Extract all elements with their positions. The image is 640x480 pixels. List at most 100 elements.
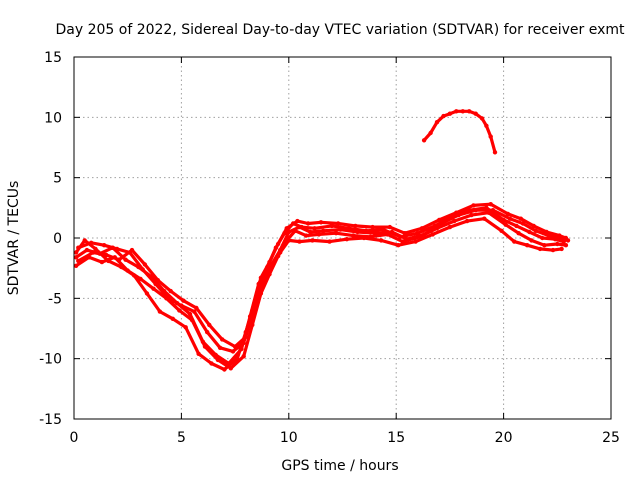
- data-point: [413, 239, 418, 244]
- data-point: [329, 223, 334, 229]
- data-point: [168, 288, 173, 294]
- data-point: [439, 221, 444, 226]
- data-point: [542, 243, 547, 248]
- data-point: [151, 286, 156, 291]
- data-point: [303, 233, 309, 238]
- data-point: [217, 345, 223, 350]
- data-point: [82, 238, 87, 243]
- data-point: [355, 229, 360, 235]
- data-point: [222, 367, 227, 372]
- data-point: [220, 337, 225, 342]
- data-point: [91, 250, 96, 255]
- data-point: [396, 243, 401, 248]
- data-point: [456, 212, 461, 218]
- data-point: [344, 237, 349, 242]
- data-point: [565, 238, 571, 243]
- axis-ticks: 0 5 10 15 20 25 -15 -10 -5 0 5 10 15: [39, 50, 620, 446]
- data-point: [243, 334, 248, 340]
- data-point: [338, 227, 343, 232]
- series-line: [76, 202, 568, 353]
- data-point: [119, 264, 124, 270]
- data-point: [144, 291, 150, 296]
- data-point: [84, 247, 90, 253]
- data-point: [241, 354, 246, 359]
- x-tick-label: 5: [177, 430, 186, 446]
- data-point: [116, 257, 122, 262]
- data-point: [153, 281, 158, 287]
- data-point: [460, 109, 465, 114]
- data-point: [73, 255, 79, 260]
- data-point: [286, 229, 291, 235]
- y-tick-label: 10: [44, 110, 62, 126]
- data-point: [93, 246, 98, 252]
- data-point: [170, 316, 175, 321]
- data-point: [469, 212, 474, 218]
- data-point: [464, 218, 470, 224]
- data-point: [202, 344, 208, 349]
- data-point: [421, 232, 427, 237]
- data-point: [260, 274, 266, 279]
- data-point: [531, 223, 536, 229]
- x-tick-label: 0: [70, 430, 79, 446]
- data-point: [437, 217, 442, 223]
- data-point: [555, 241, 560, 247]
- data-point: [209, 361, 214, 366]
- data-point: [419, 226, 425, 231]
- data-point: [123, 257, 128, 262]
- series-line: [74, 211, 568, 370]
- data-point: [490, 208, 496, 213]
- data-point: [428, 130, 433, 136]
- data-point: [275, 241, 281, 247]
- data-point: [379, 238, 384, 243]
- data-point: [327, 239, 332, 244]
- y-tick-label: -10: [39, 352, 62, 368]
- data-point: [447, 111, 453, 116]
- data-point: [503, 222, 508, 227]
- data-point: [507, 216, 513, 221]
- series-line: [74, 217, 564, 372]
- data-point: [305, 221, 311, 226]
- data-point: [520, 221, 526, 226]
- data-point: [430, 232, 435, 237]
- data-point: [488, 134, 493, 139]
- data-point: [540, 235, 545, 241]
- data-point: [196, 351, 201, 356]
- data-point: [473, 208, 478, 213]
- data-point: [361, 235, 367, 241]
- data-point: [73, 250, 79, 255]
- data-point: [434, 120, 440, 125]
- x-tick-label: 15: [387, 430, 405, 446]
- data-point: [189, 317, 195, 323]
- data-point: [129, 247, 135, 253]
- data-point: [230, 349, 236, 354]
- series-track-4: [73, 216, 564, 372]
- data-point: [559, 246, 564, 252]
- data-point: [308, 229, 313, 235]
- data-point: [183, 325, 188, 330]
- x-axis-label: GPS time / hours: [281, 458, 398, 474]
- data-point: [336, 221, 341, 226]
- chart-title: Day 205 of 2022, Sidereal Day-to-day VTE…: [56, 22, 626, 38]
- data-point: [387, 224, 392, 230]
- data-point: [537, 246, 543, 252]
- data-point: [454, 109, 459, 114]
- data-point: [351, 233, 356, 238]
- data-point: [297, 239, 302, 244]
- data-point: [73, 263, 79, 268]
- data-point: [310, 238, 315, 243]
- data-point: [269, 262, 274, 267]
- data-point: [131, 273, 137, 278]
- data-point: [235, 356, 240, 361]
- data-point: [104, 252, 109, 258]
- data-point: [550, 247, 556, 253]
- data-point: [467, 109, 472, 114]
- data-point: [488, 202, 493, 207]
- x-tick-label: 25: [602, 430, 620, 446]
- data-point: [527, 229, 532, 235]
- y-axis-label: SDTVAR / TECUs: [6, 181, 22, 296]
- data-point: [179, 303, 184, 308]
- data-point: [181, 298, 186, 303]
- data-point: [512, 239, 517, 244]
- data-point: [370, 224, 375, 230]
- data-point: [295, 218, 300, 224]
